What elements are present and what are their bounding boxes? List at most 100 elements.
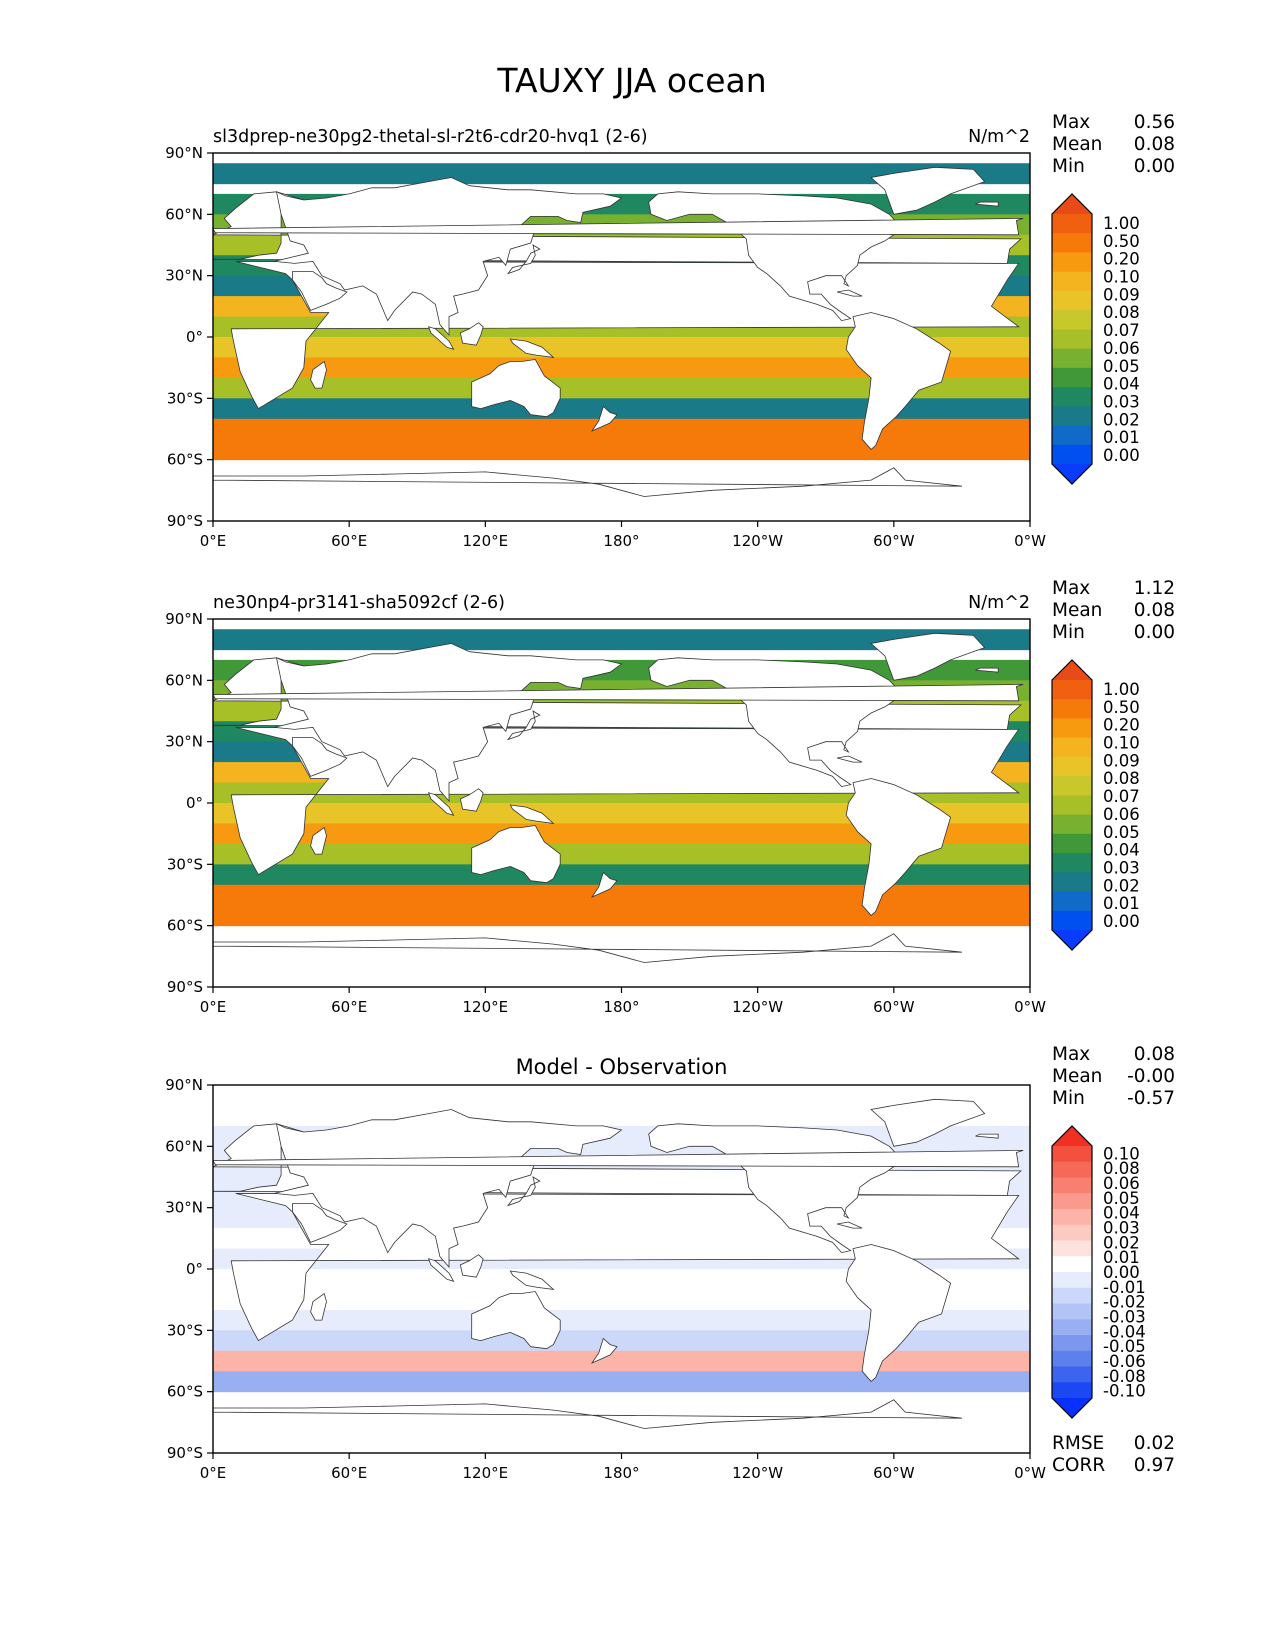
- colorbar-segment: [1052, 1224, 1092, 1242]
- x-tick-label: 0°E: [200, 1464, 227, 1482]
- panel-units: N/m^2: [968, 127, 1030, 147]
- colorbar-tick-label: 0.02: [1103, 410, 1140, 429]
- stat-value: 0.97: [1134, 1455, 1175, 1476]
- land-greenland: [870, 1098, 986, 1147]
- colorbar-tick-label: 0.05: [1103, 823, 1140, 842]
- land-antarctica: [213, 933, 962, 987]
- colorbar-outline: [1051, 193, 1093, 485]
- land-borneo: [459, 788, 484, 812]
- colorbar-segment: [1052, 1319, 1092, 1336]
- land-sumatra: [427, 792, 455, 816]
- y-tick-label: 30°N: [165, 733, 203, 751]
- stat-value: -0.00: [1127, 1066, 1175, 1087]
- field-band: [213, 163, 1030, 185]
- land-new-guinea: [509, 1270, 555, 1290]
- land-japan: [506, 1176, 541, 1207]
- map-panel-1: sl3dprep-ne30pg2-thetal-sl-r2t6-cdr20-hv…: [165, 112, 1175, 550]
- field-band: [213, 905, 1030, 927]
- colorbar-segment: [1052, 367, 1092, 388]
- colorbar-segment: [1052, 833, 1092, 854]
- stat-label: Min: [1052, 1088, 1085, 1109]
- y-tick-label: 90°S: [167, 978, 203, 996]
- land-south-america: [845, 778, 952, 916]
- x-tick-label: 0°W: [1014, 532, 1046, 550]
- stat-label: Mean: [1052, 134, 1102, 155]
- x-tick-label: 60°E: [331, 998, 367, 1016]
- stat-label: Min: [1052, 622, 1085, 643]
- colorbar-segment: [1052, 1287, 1092, 1305]
- stat-label: CORR: [1052, 1455, 1105, 1476]
- field-band: [213, 864, 1030, 886]
- field-band: [213, 1371, 1030, 1393]
- colorbar-tick-label: 1.00: [1103, 214, 1140, 233]
- y-tick-label: 60°N: [165, 671, 203, 689]
- land-iceland: [975, 1133, 999, 1139]
- colorbar-tick-label: 0.07: [1103, 787, 1140, 806]
- land-australia: [471, 359, 561, 418]
- colorbar-segment: [1052, 910, 1092, 931]
- x-tick-label: 60°E: [331, 1464, 367, 1482]
- colorbar-segment: [1052, 290, 1092, 311]
- figure-title: TAUXY JJA ocean: [496, 61, 766, 100]
- colorbar-extend-top: [1052, 660, 1092, 680]
- colorbar-tick-label: 0.09: [1103, 751, 1140, 770]
- colorbar-segment: [1052, 891, 1092, 912]
- field-band: [213, 418, 1030, 440]
- colorbar-tick-label: -0.04: [1103, 1322, 1146, 1341]
- field-band: [213, 337, 1030, 358]
- field-band: [213, 1289, 1030, 1311]
- colorbar-segment: [1052, 214, 1092, 234]
- x-tick-label: 120°W: [732, 1464, 783, 1482]
- y-tick-label: 60°N: [165, 205, 203, 223]
- panel-title-left: sl3dprep-ne30pg2-thetal-sl-r2t6-cdr20-hv…: [213, 127, 648, 147]
- colorbar-tick-label: 0.00: [1103, 1263, 1140, 1282]
- colorbar-tick-label: -0.01: [1103, 1278, 1146, 1297]
- y-tick-label: 0°: [186, 1260, 203, 1278]
- colorbar-tick-label: 0.04: [1103, 375, 1140, 394]
- x-tick-label: 60°W: [873, 1464, 915, 1482]
- land-layer: [213, 166, 1024, 521]
- land-new-guinea: [509, 338, 555, 358]
- colorbar-tick-label: -0.02: [1103, 1293, 1146, 1312]
- colorbar-segment: [1052, 814, 1092, 835]
- land-arabia: [292, 1203, 348, 1243]
- y-tick-label: 60°S: [167, 1383, 203, 1401]
- map-panel-3: Model - Observation 0°E 60°E 120°E 180° 120°W…: [165, 1044, 1175, 1482]
- stat-value: 0.56: [1134, 112, 1175, 133]
- colorbar-tick-label: 0.04: [1103, 1204, 1140, 1223]
- colorbar-tick-label: 0.20: [1103, 716, 1140, 735]
- colorbar-tick-label: 0.06: [1103, 1174, 1140, 1193]
- colorbar-tick-label: 1.00: [1103, 680, 1140, 699]
- land-sumatra: [427, 326, 455, 350]
- colorbar-segment: [1052, 737, 1092, 758]
- land-new-guinea: [509, 804, 555, 824]
- field-band: [213, 1330, 1030, 1352]
- land-borneo: [459, 322, 484, 346]
- field-band: [213, 357, 1030, 379]
- colorbar-tick-label: -0.05: [1103, 1337, 1146, 1356]
- colorbar-tick-label: 0.05: [1103, 1189, 1140, 1208]
- colorbar-segment: [1052, 1161, 1092, 1179]
- land-iceland: [975, 667, 999, 673]
- y-tick-label: 90°N: [165, 610, 203, 628]
- colorbar-segment: [1052, 680, 1092, 700]
- field-band: [213, 1309, 1030, 1331]
- land-cuba: [837, 1221, 863, 1229]
- colorbar-segment: [1052, 1256, 1092, 1273]
- stat-value: 0.08: [1134, 134, 1175, 155]
- land-japan: [506, 244, 541, 275]
- y-tick-label: 30°N: [165, 267, 203, 285]
- colorbar-segment: [1052, 271, 1092, 292]
- colorbar-segment: [1052, 853, 1092, 873]
- stat-label: Min: [1052, 156, 1085, 177]
- colorbar-tick-label: 0.20: [1103, 250, 1140, 269]
- colorbar-tick-label: 0.10: [1103, 734, 1140, 753]
- land-south-america: [845, 1244, 952, 1382]
- colorbar-segment: [1052, 1335, 1092, 1352]
- land-south-america: [845, 312, 952, 450]
- field-band: [213, 1269, 1030, 1290]
- colorbar-segment: [1052, 425, 1092, 446]
- colorbar-tick-label: 0.03: [1103, 1219, 1140, 1238]
- colorbar-segment: [1052, 1272, 1092, 1289]
- colorbar-tick-label: 0.09: [1103, 285, 1140, 304]
